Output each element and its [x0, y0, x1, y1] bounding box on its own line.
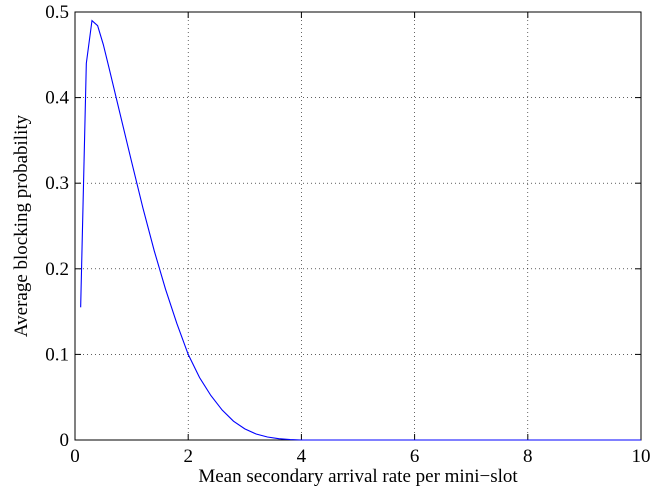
x-axis-label: Mean secondary arrival rate per mini−slo… — [198, 466, 518, 487]
y-tick-labels: 0 0.1 0.2 0.3 0.4 0.5 — [45, 2, 69, 451]
y-tick-label: 0.1 — [45, 344, 69, 365]
x-tick-labels: 0 2 4 6 8 10 — [70, 446, 650, 467]
y-tick-label: 0.4 — [45, 88, 69, 109]
grid — [75, 12, 641, 440]
y-tick-label: 0.2 — [45, 259, 69, 280]
x-tick-label: 8 — [523, 446, 533, 467]
x-tick-label: 10 — [632, 446, 651, 467]
y-tick-label: 0.5 — [45, 2, 69, 23]
y-tick-label: 0 — [60, 430, 70, 451]
plot-area-frame — [74, 11, 642, 441]
series-line — [80, 19, 641, 441]
x-tick-label: 2 — [183, 446, 193, 467]
y-axis-label: Average blocking probability — [11, 114, 32, 337]
x-tick-label: 0 — [70, 446, 80, 467]
x-tick-label: 4 — [297, 446, 307, 467]
y-tick-label: 0.3 — [45, 173, 69, 194]
ticks — [74, 11, 642, 441]
x-tick-label: 6 — [410, 446, 420, 467]
